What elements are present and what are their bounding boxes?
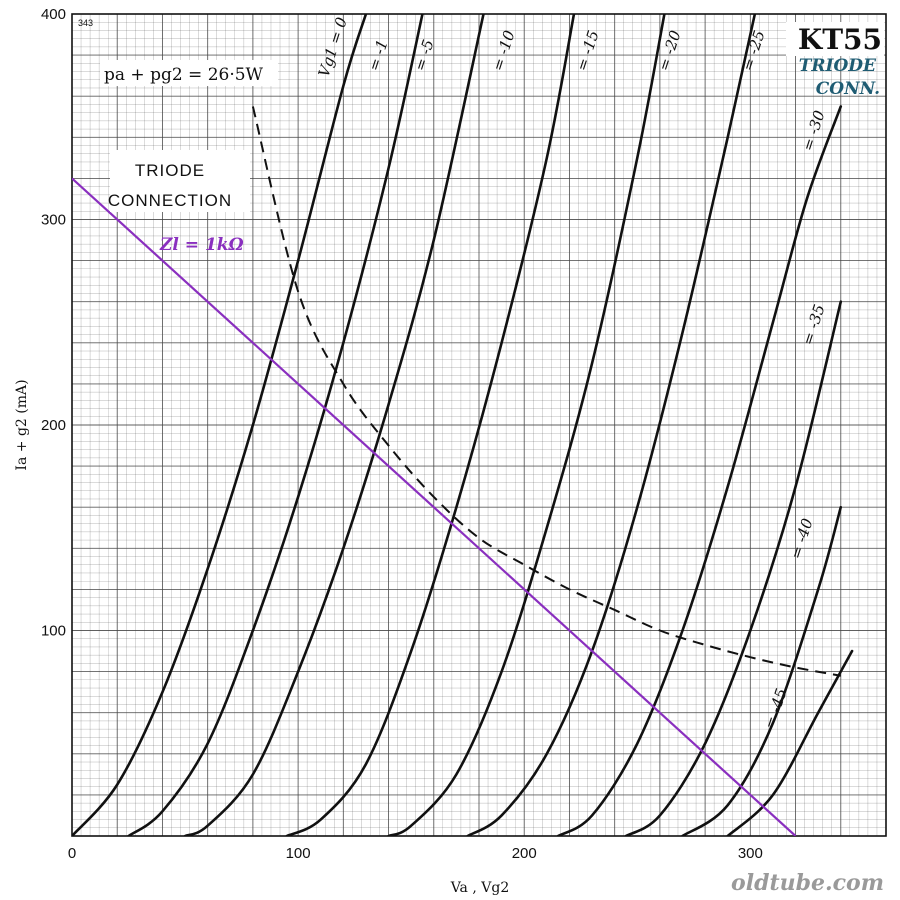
curve-label-m20: = -20 — [655, 28, 685, 73]
annotation-connection: CONNECTION — [108, 191, 232, 210]
watermark: oldtube.com — [731, 870, 884, 896]
power-curve-label: pa + pg2 = 26·5W — [104, 65, 264, 85]
curve-label-m35: = -35 — [799, 302, 829, 347]
series-line-9 — [726, 649, 854, 836]
series-line-7 — [624, 300, 843, 836]
plot-area — [72, 14, 854, 836]
series-line-6 — [556, 105, 843, 836]
series-line-5 — [466, 14, 757, 836]
series-line-8 — [681, 505, 843, 836]
series-line-0 — [72, 14, 368, 836]
power-dissipation-curve — [251, 106, 841, 677]
annotation-triode: TRIODE — [135, 161, 205, 180]
power-label-backdrop — [100, 60, 278, 86]
axis-ticks: 0 100 200 300 100 200 300 400 — [41, 6, 763, 862]
curve-label-m25: = -25 — [739, 28, 769, 73]
curve-label-m40: = -40 — [787, 516, 817, 561]
x-axis-title: Va , Vg2 — [450, 880, 510, 896]
triode-annotation-backdrop — [110, 150, 250, 212]
plate-curves — [72, 14, 854, 836]
x-tick-label: 100 — [286, 845, 311, 862]
curve-label-m15: = -15 — [573, 28, 603, 73]
chart-grid — [71, 13, 887, 837]
series-line-1 — [127, 14, 424, 836]
y-axis-title: Ia + g2 (mA) — [14, 379, 30, 470]
y-tick-label: 400 — [41, 6, 66, 23]
title-backdrop — [786, 22, 884, 56]
y-tick-label: 100 — [41, 623, 66, 640]
plot-border — [71, 13, 887, 837]
y-tick-label: 200 — [41, 417, 66, 434]
curve-label-m45: = -45 — [761, 686, 791, 731]
curve-label-m1: = -1 — [365, 37, 392, 73]
curve-label-m10: = -10 — [489, 28, 519, 73]
x-tick-label: 0 — [68, 845, 76, 862]
load-line-label: Zl = 1kΩ — [159, 235, 244, 255]
y-tick-label: 300 — [41, 212, 66, 229]
sheet-number: 343 — [78, 18, 93, 28]
series-line-4 — [387, 14, 666, 836]
x-tick-label: 200 — [512, 845, 537, 862]
chart-title: KT55 — [798, 23, 882, 56]
load-line — [72, 177, 797, 836]
chart-subtitle-line1: TRIODE — [799, 56, 877, 76]
series-line-2 — [183, 14, 485, 836]
x-tick-label: 300 — [738, 845, 763, 862]
chart-subtitle-line2: CONN. — [816, 79, 880, 99]
series-line-3 — [285, 14, 576, 836]
